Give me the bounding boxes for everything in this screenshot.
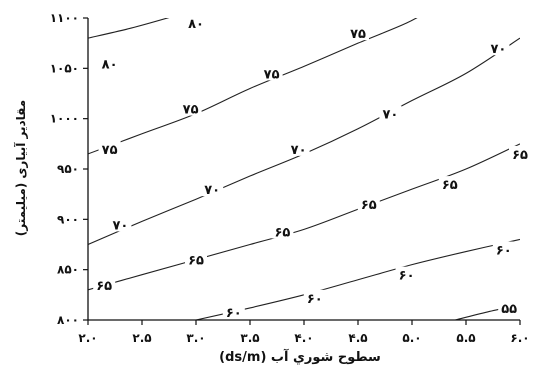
contour-label: ۷۵ (350, 27, 366, 42)
contour-label: ۶۵ (361, 198, 377, 213)
x-tick-label: ۶.۰ (510, 331, 529, 345)
contour-label: ۶۰ (496, 244, 512, 259)
contour-label: ۸۰ (102, 57, 118, 72)
contour-label: ۶۰ (399, 269, 415, 284)
contour-label: ۶۵ (442, 178, 458, 193)
x-tick-label: ۴.۰ (294, 331, 313, 345)
contour-line-60 (195, 238, 520, 320)
contour-label: ۵۵ (501, 302, 517, 317)
y-tick-label: ۸۵۰ (57, 263, 79, 277)
contour-line-80 (88, 18, 170, 39)
contour-label-bg (347, 25, 369, 41)
contour-label-bg (509, 145, 531, 161)
contour-label-bg (201, 181, 224, 197)
y-tick-label: ۹۰۰ (57, 212, 79, 226)
contour-label: ۶۵ (512, 148, 528, 163)
x-tick-label: ۵.۵ (456, 331, 475, 345)
axis-lines (87, 18, 520, 321)
x-tick-label: ۳.۰ (186, 331, 205, 345)
x-axis-label: سطوح شوري آب (ds/m) (219, 350, 381, 365)
contour-label-bg (260, 65, 283, 81)
contour-label: ۷۵ (264, 67, 280, 82)
x-tick-label: ۳.۵ (240, 331, 259, 345)
contour-label: ۶۰ (226, 306, 242, 321)
contour-label-bg (185, 15, 207, 31)
contour-label: ۷۰ (382, 108, 398, 123)
contour-label-bg (98, 55, 121, 71)
contour-label-bg (287, 140, 310, 156)
contour-label: ۷۰ (490, 42, 506, 57)
y-tick-label: ۱۱۰۰ (50, 11, 79, 25)
contour-label: ۷۰ (291, 143, 307, 158)
contour-label: ۷۰ (204, 183, 220, 198)
contour-label-bg (379, 105, 402, 121)
contour-label-bg (438, 176, 461, 192)
contour-label-bg (179, 100, 202, 116)
contour-label-bg (395, 266, 418, 282)
contour-label-bg (357, 196, 380, 212)
contour-label-bg (487, 40, 510, 56)
y-tick-label: ۱۰۰۰ (50, 112, 79, 126)
x-tick-label: ۴.۵ (348, 331, 367, 345)
x-tick-label: ۲.۰ (78, 331, 97, 345)
contour-label-bg (98, 140, 121, 156)
contour-label-bg (222, 303, 245, 319)
contour-label-bg (185, 251, 207, 267)
x-tick-label: ۲.۵ (132, 331, 151, 345)
contour-label: ۷۵ (183, 103, 199, 118)
contour-label: ۶۵ (96, 279, 112, 294)
contour-label-bg (498, 299, 521, 315)
x-tick-label: ۵.۰ (402, 331, 421, 345)
contour-label: ۶۵ (274, 225, 290, 240)
contour-label-bg (303, 289, 326, 305)
contour-labels: ۸۰ ۸۰ ۷۵ ۷۵ ۷۵ ۷۵ ۷۰ ۷۰ ۷۰ ۷۰ ۷۰ ۶۵ ۶۵ ۶۵ ۶۵ ۶۵ ۶۵ ۶۰ ۶۰ ۶۰… (93, 15, 531, 321)
axes: ۲.۰ ۲.۵ ۳.۰ ۳.۵ ۴.۰ ۴.۵ ۵.۰ ۵.۵ ۶.۰ ۸۰۰ ۸۵۰ ۹۰۰ ۹۵۰ ۱… (50, 11, 530, 345)
y-axis-label: مقادیر آبیاری (میلیمتر) (14, 99, 28, 237)
contour-label: ۷۵ (102, 143, 118, 158)
y-tick-label: ۸۰۰ (57, 313, 79, 327)
y-tick-label: ۱۰۵۰ (50, 61, 79, 75)
contour-label-bg (109, 216, 132, 232)
contour-lines (88, 18, 520, 320)
contour-label: ۷۰ (112, 218, 128, 233)
contour-label: ۶۰ (307, 292, 323, 307)
contour-label: ۶۵ (188, 254, 204, 269)
contour-label: ۸۰ (188, 17, 204, 32)
y-tick-label: ۹۵۰ (57, 162, 79, 176)
contour-line-75 (88, 18, 418, 155)
contour-label-bg (93, 276, 116, 292)
contour-line-65 (88, 143, 520, 291)
contour-label-bg (492, 241, 515, 257)
contour-label-bg (271, 223, 294, 239)
